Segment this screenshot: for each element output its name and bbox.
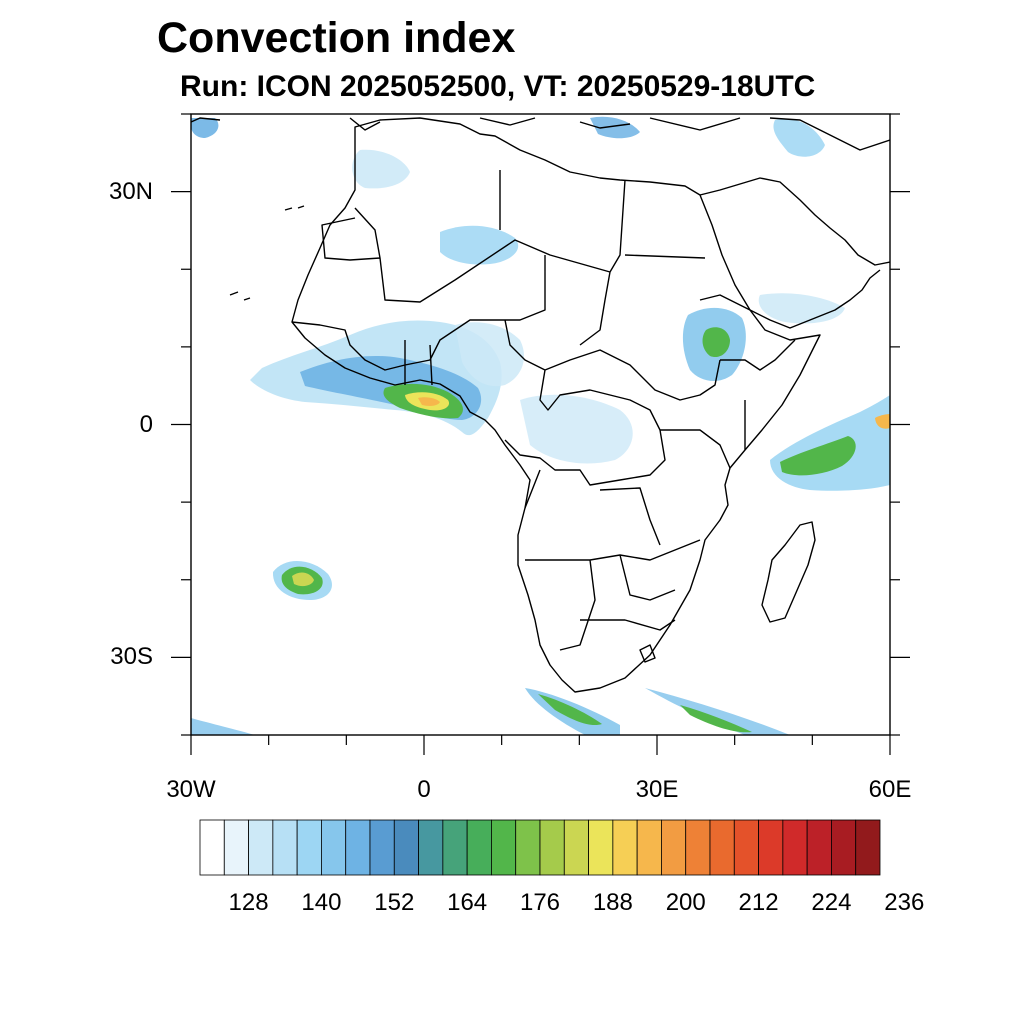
convection-area-southern-band-2-green — [680, 705, 752, 733]
colorbar-box — [782, 819, 808, 876]
colorbar-box — [345, 819, 371, 876]
colorbar-box — [806, 819, 832, 876]
lat-tick-label: 0 — [139, 410, 153, 438]
arabia-coastline — [699, 177, 890, 329]
colorbar-tick-label: 164 — [447, 889, 488, 916]
colorbar-box — [272, 819, 298, 876]
map-ticks — [171, 113, 910, 755]
colorbar-tick-label: 152 — [374, 889, 415, 916]
convection-area-ethiopia-green — [702, 327, 730, 358]
lon-tick-label: 0 — [417, 776, 431, 803]
europe-coastline — [191, 117, 890, 151]
colorbar-box — [248, 819, 274, 876]
convection-area-southern-band-2 — [645, 688, 790, 735]
colorbar-box — [466, 819, 492, 876]
colorbar-box — [636, 819, 662, 876]
colorbar-box — [612, 819, 638, 876]
colorbar-box — [296, 819, 322, 876]
chart-title: Convection index — [157, 14, 516, 62]
colorbar-box — [369, 819, 395, 876]
colorbar-box — [685, 819, 711, 876]
borders-north — [321, 170, 706, 346]
convection-area-sahara-east — [440, 225, 519, 265]
colorbar-box — [199, 819, 225, 876]
colorbar-box — [418, 819, 444, 876]
colorbar-tick-label: 140 — [301, 889, 342, 916]
convection-area-southern-band-3 — [191, 718, 255, 735]
convection-area-south-atlantic-peak — [292, 572, 314, 587]
convection-area-central — [455, 322, 525, 387]
convection-shading — [191, 116, 890, 735]
lon-tick-label: 30E — [635, 776, 679, 803]
colorbar-box — [321, 819, 347, 876]
convection-area-mediterranean — [590, 116, 640, 139]
convection-area-southern-band-1-green — [538, 694, 602, 726]
borders-south — [524, 469, 701, 663]
convection-area-iberia — [191, 118, 219, 138]
colorbar-box — [491, 819, 517, 876]
lat-tick-label: 30N — [108, 177, 153, 205]
colorbar-tick-label: 200 — [665, 889, 706, 916]
colorbar-tick-label: 236 — [884, 889, 925, 916]
colorbar-box — [515, 819, 541, 876]
convection-area-indian-ocean-green — [780, 436, 856, 476]
colorbar-box — [563, 819, 589, 876]
colorbar-tick-label: 128 — [228, 889, 269, 916]
convection-area-congo — [520, 394, 633, 464]
convection-area-sahel — [352, 149, 410, 189]
colorbar-box — [758, 819, 784, 876]
colorbar-box — [831, 819, 857, 876]
colorbar-box — [223, 819, 249, 876]
colorbar-box — [588, 819, 614, 876]
colorbar-tick-label: 224 — [811, 889, 852, 916]
colorbar-box — [709, 819, 735, 876]
lon-tick-label: 30W — [166, 776, 216, 803]
colorbar-box — [733, 819, 759, 876]
convection-area-zagros — [773, 118, 825, 157]
madagascar-coastline — [761, 521, 816, 623]
borders-west — [291, 319, 505, 386]
colorbar-box — [855, 819, 881, 876]
lat-tick-label: 30S — [110, 643, 153, 671]
colorbar-box — [442, 819, 468, 876]
colorbar-tick-label: 212 — [738, 889, 779, 916]
borders-east — [699, 294, 796, 469]
africa-coastline — [291, 117, 821, 693]
island-canary — [229, 205, 305, 301]
colorbar-box — [393, 819, 419, 876]
colorbar — [199, 819, 881, 876]
colorbar-tick-label: 188 — [592, 889, 633, 916]
colorbar-box — [661, 819, 687, 876]
chart-subtitle: Run: ICON 2025052500, VT: 20250529-18UTC — [180, 70, 816, 103]
convection-area-west-africa-max — [418, 397, 440, 406]
colorbar-tick-label: 176 — [519, 889, 561, 916]
coastlines — [191, 117, 890, 693]
map-content — [191, 114, 890, 735]
convection-area-arabia — [758, 293, 845, 324]
convection-area-indian-ocean-peak — [875, 414, 890, 429]
colorbar-box — [539, 819, 565, 876]
lon-tick-label: 60E — [868, 776, 912, 803]
